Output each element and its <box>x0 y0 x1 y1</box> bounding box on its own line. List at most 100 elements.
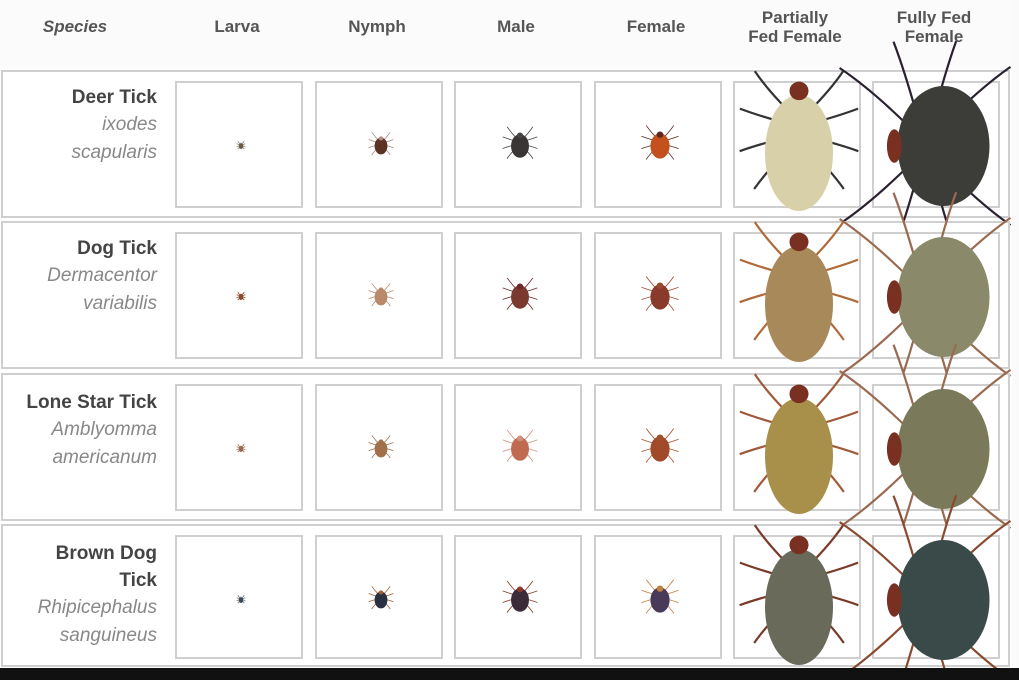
tick-body <box>238 294 244 300</box>
tick-icon <box>839 343 1012 555</box>
tick-body <box>238 597 244 603</box>
scientific-name: variabilis <box>83 293 157 314</box>
tick-image-fully-fed-female <box>839 191 1012 403</box>
tick-image-nymph <box>315 232 443 359</box>
tick-image-larva <box>175 535 303 659</box>
tick-head <box>656 434 664 441</box>
tick-image-male <box>454 232 582 359</box>
tick-head <box>516 283 524 290</box>
tick-icon <box>641 125 679 160</box>
tick-image-female <box>594 81 722 208</box>
tick-body <box>650 133 670 159</box>
species-row: Brown Dog Tick Rhipicephalus sanguineus <box>1 494 1012 680</box>
tick-image-female <box>594 535 722 659</box>
tick-head <box>378 439 384 444</box>
scientific-name: ixodes <box>102 114 157 135</box>
tick-icon <box>739 70 859 211</box>
tick-image-partially-fed-female <box>733 373 861 514</box>
species-name: Dog Tick Dermacentor variabilis <box>3 235 157 318</box>
tick-icon <box>739 373 859 514</box>
header-stage: Female <box>592 17 720 36</box>
tick-head <box>886 280 902 314</box>
tick-body <box>765 397 833 514</box>
tick-image-partially-fed-female <box>733 70 861 211</box>
tick-image-partially-fed-female <box>733 524 861 665</box>
scientific-name: Amblyomma <box>51 419 157 440</box>
tick-icon <box>502 126 538 159</box>
tick-image-nymph <box>315 384 443 511</box>
tick-icon <box>641 579 679 614</box>
tick-head <box>656 585 664 592</box>
species-name: Brown Dog Tick Rhipicephalus sanguineus <box>3 540 157 650</box>
header-stage: Fully Fed Female <box>870 8 998 46</box>
common-name: Dog Tick <box>77 238 157 259</box>
species-row: Lone Star Tick Amblyomma americanum <box>1 343 1012 555</box>
tick-body <box>511 285 529 309</box>
tick-icon <box>368 132 394 156</box>
tick-image-larva <box>175 81 303 208</box>
tick-image-fully-fed-female <box>839 40 1012 252</box>
scientific-name: scapularis <box>71 142 157 163</box>
tick-image-male <box>454 81 582 208</box>
species-name: Lone Star Tick Amblyomma americanum <box>3 389 157 472</box>
tick-head <box>240 596 242 599</box>
tick-body <box>238 143 244 149</box>
tick-head <box>378 287 384 292</box>
tick-body <box>897 237 990 357</box>
tick-image-female <box>594 232 722 359</box>
page-edge <box>1012 0 1019 668</box>
header-stage-line: Nymph <box>348 17 406 36</box>
tick-icon <box>236 594 246 604</box>
tick-body <box>897 540 990 660</box>
tick-body <box>650 436 670 462</box>
tick-image-nymph <box>315 535 443 659</box>
tick-head <box>789 535 809 555</box>
tick-image-fully-fed-female <box>839 494 1012 680</box>
common-name: Brown Dog Tick <box>55 543 157 591</box>
bottom-bar <box>0 668 1019 680</box>
common-name: Lone Star Tick <box>26 392 157 413</box>
tick-icon <box>641 428 679 463</box>
header-species: Species <box>42 17 108 36</box>
tick-head <box>656 282 664 289</box>
tick-icon <box>739 221 859 362</box>
header-stage-line: Fed Female <box>748 27 842 46</box>
species-name: Deer Tick ixodes scapularis <box>3 84 157 167</box>
tick-icon <box>368 283 394 307</box>
tick-image-male <box>454 535 582 659</box>
header-stage: Nymph <box>313 17 441 36</box>
tick-icon <box>236 291 246 301</box>
tick-image-larva <box>175 232 303 359</box>
tick-icon <box>236 140 246 150</box>
tick-head <box>240 445 242 448</box>
tick-icon <box>368 435 394 459</box>
tick-body <box>374 440 388 458</box>
tick-body <box>374 591 388 609</box>
tick-head <box>886 583 902 617</box>
tick-head <box>789 232 809 252</box>
tick-head <box>656 131 664 138</box>
header-stage-line: Partially <box>761 8 829 27</box>
tick-head <box>378 136 384 141</box>
common-name: Deer Tick <box>71 87 157 108</box>
tick-image-male <box>454 384 582 511</box>
scientific-name: Dermacentor <box>47 265 157 286</box>
scientific-name: americanum <box>52 447 157 468</box>
tick-body <box>511 588 529 612</box>
header-stage: Larva <box>173 17 301 36</box>
scientific-name: sanguineus <box>59 625 157 646</box>
tick-icon <box>502 580 538 613</box>
tick-icon <box>236 443 246 453</box>
tick-head <box>378 590 384 595</box>
tick-icon <box>839 191 1012 403</box>
tick-body <box>897 389 990 509</box>
header-stage: Partially Fed Female <box>731 8 859 46</box>
header-stage-line: Fully Fed <box>896 8 972 27</box>
tick-icon <box>839 494 1012 680</box>
tick-icon <box>502 277 538 310</box>
species-row: Deer Tick ixodes scapularis <box>1 40 1012 252</box>
tick-icon <box>739 524 859 665</box>
tick-image-female <box>594 384 722 511</box>
tick-body <box>765 245 833 362</box>
tick-icon <box>839 40 1012 252</box>
